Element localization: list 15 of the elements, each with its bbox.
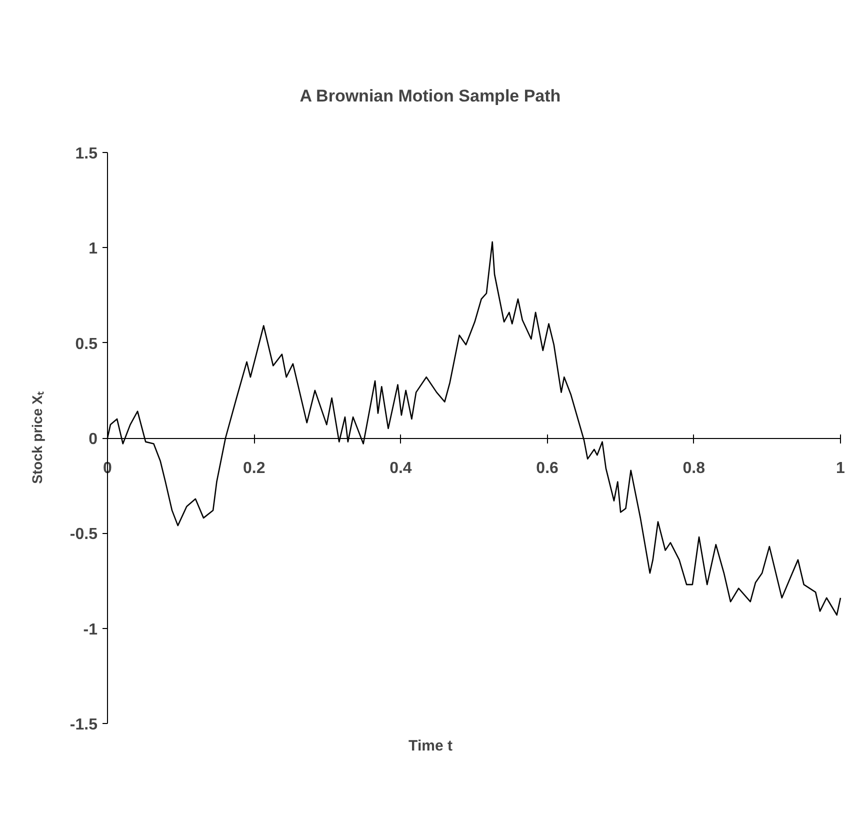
y-tick-label: 0 bbox=[88, 431, 98, 448]
x-tick-label: 0.8 bbox=[682, 460, 706, 477]
y-tick-label: -1 bbox=[83, 621, 98, 638]
x-tick-label: 0.4 bbox=[390, 460, 412, 477]
x-axis-title: Time t bbox=[408, 738, 452, 754]
y-tick-label: 0.5 bbox=[75, 336, 98, 353]
y-tick-label: -1.5 bbox=[70, 716, 98, 734]
x-tick-label: 0.6 bbox=[536, 460, 559, 477]
x-tick-label: 1 bbox=[836, 460, 846, 477]
y-tick-label: 1 bbox=[88, 240, 98, 258]
y-tick-label: 1.5 bbox=[75, 146, 98, 162]
chart-title: A Brownian Motion Sample Path bbox=[300, 86, 561, 106]
x-tick-label: 0.2 bbox=[242, 460, 266, 477]
y-tick-label: -0.5 bbox=[70, 526, 98, 544]
y-axis-title: Stock price Xₜ bbox=[28, 391, 45, 484]
